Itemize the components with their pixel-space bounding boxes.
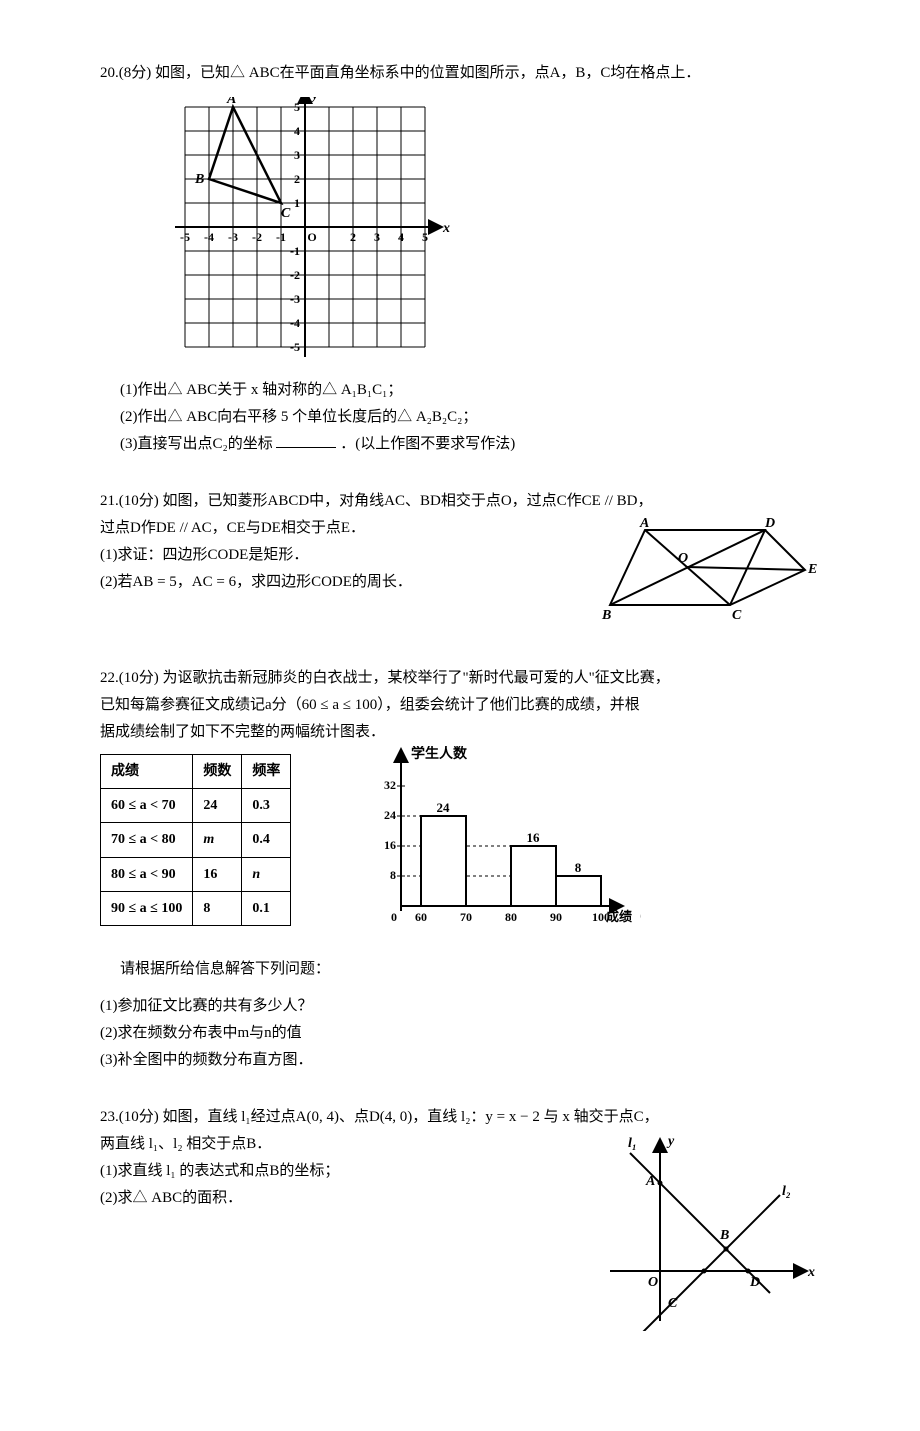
svg-text:60: 60 bbox=[415, 910, 427, 924]
svg-text:A: A bbox=[645, 1174, 655, 1189]
q22-line1: 22.(10分) 为讴歌抗击新冠肺炎的白衣战士，某校举行了"新时代最可爱的人"征… bbox=[100, 665, 820, 692]
q22-sub1: (1)参加征文比赛的共有多少人？ bbox=[100, 993, 820, 1020]
blank-input[interactable] bbox=[276, 433, 336, 448]
table-row: 80 ≤ a < 90 16 n bbox=[101, 857, 291, 891]
svg-text:C: C bbox=[281, 206, 291, 221]
svg-text:80: 80 bbox=[505, 910, 517, 924]
table-row: 90 ≤ a ≤ 100 8 0.1 bbox=[101, 891, 291, 925]
table-row: 成绩 频数 频率 bbox=[101, 755, 291, 789]
q22-histogram: 学生人数 8 16 24 32 bbox=[361, 746, 641, 936]
svg-text:4: 4 bbox=[294, 124, 300, 138]
svg-text:24: 24 bbox=[384, 808, 396, 822]
svg-text:32: 32 bbox=[384, 778, 396, 792]
q22-sub3: (3)补全图中的频数分布直方图． bbox=[100, 1047, 820, 1074]
q23-line2: 两直线 l₁、l₂ 相交于点B． bbox=[100, 1131, 580, 1158]
svg-text:O: O bbox=[648, 1275, 658, 1290]
svg-text:2: 2 bbox=[350, 230, 356, 244]
problem-20: 20.(8分) 如图，已知△ ABC在平面直角坐标系中的位置如图所示，点A，B，… bbox=[100, 60, 820, 458]
svg-text:C: C bbox=[732, 608, 742, 623]
svg-text:8: 8 bbox=[575, 860, 582, 875]
q22-line2: 已知每篇参赛征文成绩记a分（60 ≤ a ≤ 100），组委会统计了他们比赛的成… bbox=[100, 692, 820, 719]
svg-text:-2: -2 bbox=[290, 268, 300, 282]
svg-text:A: A bbox=[226, 97, 236, 107]
th-rate: 频率 bbox=[242, 755, 291, 789]
q22-sub2: (2)求在频数分布表中m与n的值 bbox=[100, 1020, 820, 1047]
svg-text:-1: -1 bbox=[290, 244, 300, 258]
problem-21: 21.(10分) 如图，已知菱形ABCD中，对角线AC、BD相交于点O，过点C作… bbox=[100, 488, 820, 635]
svg-text:E: E bbox=[807, 562, 817, 577]
svg-text:B: B bbox=[601, 608, 611, 623]
svg-text:B: B bbox=[719, 1228, 729, 1243]
q20-sub3: (3)直接写出点C₂的坐标 ．(以上作图不要求写作法) bbox=[120, 431, 820, 458]
svg-text:l₂: l₂ bbox=[782, 1184, 791, 1199]
svg-text:x: x bbox=[807, 1265, 815, 1280]
problem-23: 23.(10分) 如图，直线 l₁经过点A(0, 4)、点D(4, 0)，直线 … bbox=[100, 1104, 820, 1341]
svg-text:A: A bbox=[639, 516, 649, 531]
svg-text:y: y bbox=[310, 97, 319, 103]
th-score: 成绩 bbox=[101, 755, 193, 789]
svg-text:5: 5 bbox=[294, 100, 300, 114]
svg-text:成绩（分）: 成绩（分） bbox=[606, 909, 641, 924]
svg-text:90: 90 bbox=[550, 910, 562, 924]
problem-22: 22.(10分) 为讴歌抗击新冠肺炎的白衣战士，某校举行了"新时代最可爱的人"征… bbox=[100, 665, 820, 1074]
q22-line3: 据成绩绘制了如下不完整的两幅统计图表． bbox=[100, 719, 820, 746]
table-row: 70 ≤ a < 80 m 0.4 bbox=[101, 823, 291, 857]
svg-text:B: B bbox=[194, 172, 204, 187]
svg-text:O: O bbox=[307, 230, 316, 244]
q20-sub2: (2)作出△ ABC向右平移 5 个单位长度后的△ A₂B₂C₂； bbox=[120, 404, 820, 431]
q21-line1: 21.(10分) 如图，已知菱形ABCD中，对角线AC、BD相交于点O，过点C作… bbox=[100, 488, 820, 515]
svg-text:4: 4 bbox=[398, 230, 404, 244]
q23-lines-figure: l₁ l₂ A B O D C x y bbox=[600, 1131, 820, 1331]
svg-text:y: y bbox=[666, 1134, 675, 1149]
svg-text:-3: -3 bbox=[228, 230, 238, 244]
q21-rhombus-figure: A D C B E O bbox=[600, 515, 820, 625]
q20-grid-figure: -5 -4 -3 -2 -1 O 2 3 4 5 5 4 3 2 1 -1 -2 -3 -4 -5 x y A… bbox=[160, 97, 450, 357]
svg-text:3: 3 bbox=[294, 148, 300, 162]
svg-text:学生人数: 学生人数 bbox=[411, 746, 468, 762]
svg-text:16: 16 bbox=[527, 830, 541, 845]
table-row: 60 ≤ a < 70 24 0.3 bbox=[101, 789, 291, 823]
q23-sub1: (1)求直线 l₁ 的表达式和点B的坐标； bbox=[100, 1158, 580, 1185]
q21-line2: 过点D作DE // AC，CE与DE相交于点E． bbox=[100, 515, 580, 542]
svg-text:-4: -4 bbox=[204, 230, 214, 244]
svg-text:8: 8 bbox=[390, 868, 396, 882]
q21-sub2: (2)若AB = 5，AC = 6，求四边形CODE的周长． bbox=[100, 569, 580, 596]
q23-sub2: (2)求△ ABC的面积． bbox=[100, 1185, 580, 1212]
svg-text:5: 5 bbox=[422, 230, 428, 244]
q21-sub1: (1)求证：四边形CODE是矩形． bbox=[100, 542, 580, 569]
svg-text:-2: -2 bbox=[252, 230, 262, 244]
svg-text:70: 70 bbox=[460, 910, 472, 924]
svg-text:0: 0 bbox=[391, 910, 397, 924]
svg-text:24: 24 bbox=[437, 800, 451, 815]
q20-header: 20.(8分) 如图，已知△ ABC在平面直角坐标系中的位置如图所示，点A，B，… bbox=[100, 60, 820, 87]
svg-text:-4: -4 bbox=[290, 316, 300, 330]
svg-text:-5: -5 bbox=[290, 340, 300, 354]
svg-text:3: 3 bbox=[374, 230, 380, 244]
svg-text:-3: -3 bbox=[290, 292, 300, 306]
svg-text:O: O bbox=[678, 551, 688, 566]
svg-text:C: C bbox=[668, 1296, 678, 1311]
th-freq: 频数 bbox=[193, 755, 242, 789]
svg-text:D: D bbox=[764, 516, 775, 531]
svg-text:-5: -5 bbox=[180, 230, 190, 244]
frequency-table: 成绩 频数 频率 60 ≤ a < 70 24 0.3 70 ≤ a < 80 … bbox=[100, 754, 291, 926]
svg-text:1: 1 bbox=[294, 196, 300, 210]
svg-text:D: D bbox=[749, 1275, 760, 1290]
svg-text:16: 16 bbox=[384, 838, 396, 852]
svg-text:2: 2 bbox=[294, 172, 300, 186]
svg-text:x: x bbox=[442, 221, 450, 236]
q20-sub1: (1)作出△ ABC关于 x 轴对称的△ A₁B₁C₁； bbox=[120, 377, 820, 404]
q23-line1: 23.(10分) 如图，直线 l₁经过点A(0, 4)、点D(4, 0)，直线 … bbox=[100, 1104, 820, 1131]
svg-text:-1: -1 bbox=[276, 230, 286, 244]
q22-prompt: 请根据所给信息解答下列问题： bbox=[120, 956, 820, 983]
svg-text:l₁: l₁ bbox=[628, 1136, 637, 1151]
